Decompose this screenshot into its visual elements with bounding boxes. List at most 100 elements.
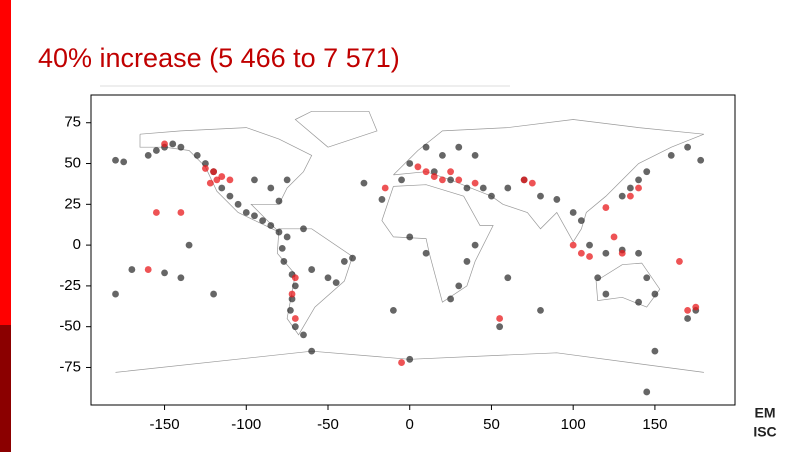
event-point bbox=[635, 249, 642, 257]
event-point bbox=[471, 179, 479, 187]
event-point bbox=[291, 315, 299, 322]
event-point bbox=[360, 179, 368, 187]
coastline bbox=[393, 119, 705, 243]
event-point bbox=[251, 176, 258, 184]
event-point bbox=[112, 290, 119, 298]
event-point bbox=[161, 140, 168, 148]
event-point bbox=[602, 204, 610, 211]
event-point bbox=[308, 347, 316, 355]
event-point bbox=[586, 253, 593, 260]
event-point bbox=[594, 274, 602, 282]
y-tick-label: 75 bbox=[64, 114, 81, 131]
event-point bbox=[185, 241, 193, 249]
event-point bbox=[340, 258, 348, 265]
event-point bbox=[463, 258, 471, 265]
event-point bbox=[349, 254, 356, 262]
event-point bbox=[430, 168, 438, 176]
event-point bbox=[602, 249, 610, 257]
event-point bbox=[635, 184, 642, 192]
event-point bbox=[169, 140, 177, 148]
event-point bbox=[618, 249, 626, 257]
x-tick-label: 100 bbox=[561, 416, 586, 433]
event-point bbox=[177, 209, 185, 216]
coastline bbox=[381, 184, 494, 303]
event-point bbox=[202, 165, 209, 172]
event-point bbox=[406, 160, 414, 167]
event-point bbox=[651, 347, 659, 355]
event-point bbox=[226, 192, 234, 200]
event-point bbox=[378, 196, 386, 203]
event-point bbox=[406, 355, 414, 363]
x-tick-label: -50 bbox=[317, 416, 339, 433]
event-point bbox=[602, 290, 610, 298]
event-point bbox=[300, 331, 307, 339]
x-tick-label: 50 bbox=[483, 416, 500, 433]
event-point bbox=[275, 197, 283, 205]
event-point bbox=[267, 222, 275, 229]
event-point bbox=[569, 241, 577, 249]
event-point bbox=[177, 274, 185, 282]
event-point bbox=[288, 290, 296, 298]
x-tick-label: -150 bbox=[150, 416, 180, 433]
event-point bbox=[193, 151, 201, 159]
event-point bbox=[422, 143, 430, 151]
event-point bbox=[586, 241, 593, 249]
event-point bbox=[471, 151, 479, 159]
event-point bbox=[504, 184, 512, 192]
event-point bbox=[242, 209, 250, 216]
event-point bbox=[504, 274, 512, 282]
event-point bbox=[291, 323, 299, 331]
event-point bbox=[439, 151, 446, 159]
plot: -150 -100 -50 0 50 100 150 -75 -50 -25 0 25 50 75 bbox=[59, 114, 705, 433]
event-point bbox=[439, 176, 446, 184]
event-point bbox=[430, 173, 438, 180]
event-point bbox=[332, 279, 340, 287]
y-tick-label: -50 bbox=[59, 318, 81, 335]
y-tick-label: 25 bbox=[64, 195, 81, 212]
event-point bbox=[288, 295, 296, 303]
event-point bbox=[308, 266, 316, 273]
event-point bbox=[447, 168, 454, 176]
event-point bbox=[455, 282, 463, 290]
event-point bbox=[251, 212, 258, 220]
event-point bbox=[697, 156, 705, 164]
event-point bbox=[676, 258, 683, 265]
event-point bbox=[144, 151, 152, 159]
event-point bbox=[267, 184, 275, 192]
event-point bbox=[667, 151, 675, 159]
y-tick-label: -25 bbox=[59, 277, 81, 294]
event-point bbox=[210, 168, 217, 176]
event-point bbox=[537, 306, 544, 314]
accent-bar bbox=[0, 0, 11, 325]
event-point bbox=[463, 184, 471, 192]
event-point bbox=[112, 156, 119, 164]
event-point bbox=[120, 158, 128, 166]
event-point bbox=[643, 388, 651, 396]
event-point bbox=[206, 179, 214, 187]
event-point bbox=[144, 266, 152, 273]
logo-top: EM bbox=[755, 405, 776, 421]
event-point bbox=[278, 244, 286, 252]
event-point bbox=[128, 266, 136, 273]
event-point bbox=[455, 143, 463, 151]
event-point bbox=[479, 184, 487, 192]
event-point bbox=[324, 274, 332, 282]
event-point bbox=[210, 290, 217, 298]
event-point bbox=[577, 217, 585, 225]
event-point bbox=[471, 241, 479, 249]
axes-frame bbox=[90, 94, 736, 406]
event-point bbox=[488, 192, 495, 200]
event-point bbox=[226, 176, 234, 184]
event-point bbox=[422, 168, 430, 176]
event-point bbox=[520, 176, 528, 184]
coastline bbox=[139, 127, 313, 233]
event-point bbox=[275, 228, 283, 236]
y-tick-label: 0 bbox=[73, 236, 81, 253]
event-point bbox=[684, 143, 691, 151]
event-point bbox=[569, 209, 577, 216]
event-point bbox=[283, 233, 291, 241]
event-point bbox=[381, 184, 389, 192]
event-point bbox=[635, 176, 642, 184]
accent-bar-dark bbox=[0, 325, 11, 452]
event-point bbox=[496, 323, 504, 331]
